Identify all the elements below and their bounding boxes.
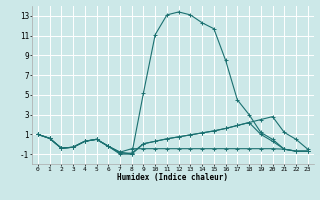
X-axis label: Humidex (Indice chaleur): Humidex (Indice chaleur) <box>117 173 228 182</box>
